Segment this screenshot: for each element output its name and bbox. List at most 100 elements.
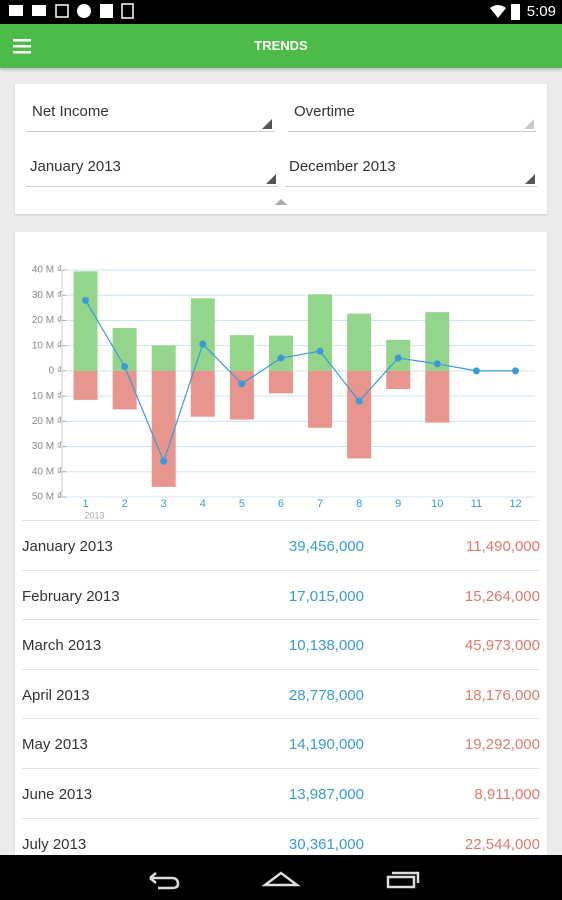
x-tick-label: 1	[82, 498, 88, 510]
bar	[190, 298, 215, 371]
dropdown-text: December 2013	[289, 158, 396, 175]
point	[394, 354, 402, 362]
month-label: July 2013	[22, 835, 87, 853]
expense-amount: 19,292,000	[464, 736, 540, 754]
bar	[347, 313, 372, 371]
clock: 5:09	[526, 3, 556, 20]
income-amount: 39,456,000	[288, 538, 364, 555]
app-title: TRENDS	[254, 38, 308, 53]
app-bar: TRENDS	[0, 24, 562, 68]
month-row[interactable]: June 2013 13,987,000 8,911,000	[22, 768, 540, 819]
bar	[386, 370, 411, 390]
y-tick-label: 40 M ₫	[32, 265, 62, 276]
x-tick-label: 8	[356, 498, 362, 510]
back-button[interactable]	[149, 872, 180, 890]
income-amount: 10,138,000	[288, 637, 364, 655]
month-label: January 2013	[22, 538, 113, 555]
expense-amount: 22,544,000	[464, 835, 540, 853]
bar	[151, 370, 176, 487]
point	[355, 397, 363, 405]
x-tick-label: 11	[471, 498, 482, 510]
bar	[268, 370, 293, 394]
point	[511, 367, 519, 375]
bar	[229, 335, 254, 371]
x-tick-label: 4	[200, 498, 206, 510]
bar	[308, 294, 333, 371]
collapse-button[interactable]	[274, 198, 288, 206]
expense-amount: 18,176,000	[464, 686, 540, 704]
expense-amount: 8,911,000	[474, 786, 540, 803]
y-tick-label: 40 M ₫	[32, 466, 62, 477]
x-tick-label: 6	[278, 498, 284, 510]
y-tick-label: 30 M ₫	[32, 290, 62, 301]
bar	[425, 370, 450, 423]
y-tick-label: 20 M ₫	[32, 315, 62, 326]
bar	[73, 370, 98, 400]
month-row[interactable]: July 2013 30,361,000 22,544,000	[22, 817, 540, 855]
month-label: June 2013	[22, 786, 93, 803]
month-row[interactable]: February 2013 17,015,000 15,264,000	[22, 569, 540, 621]
menu-button[interactable]	[13, 38, 33, 54]
point	[433, 360, 441, 368]
income-amount: 13,987,000	[288, 786, 364, 803]
y-tick-label: 10 M ₫	[32, 391, 62, 402]
metric-dropdown[interactable]: Net Income	[26, 95, 274, 132]
month-row[interactable]: May 2013 14,190,000 19,292,000	[22, 718, 540, 769]
point	[472, 367, 480, 375]
bar	[112, 370, 137, 410]
income-amount: 28,778,000	[288, 686, 364, 704]
month-label: March 2013	[22, 637, 102, 655]
recents-button[interactable]	[386, 871, 420, 889]
y-tick-label: 30 M ₫	[32, 441, 62, 452]
x-tick-label: 5	[239, 498, 245, 510]
y-tick-label: 0 ₫	[49, 366, 62, 377]
bar	[151, 345, 176, 371]
point	[121, 362, 129, 370]
y-tick-label: 20 M ₫	[32, 416, 62, 427]
mode-dropdown[interactable]: Overtime	[288, 95, 536, 132]
point	[238, 380, 246, 388]
expense-amount: 45,973,000	[464, 637, 540, 655]
x-tick-label: 3	[161, 498, 167, 510]
month-list: January 2013 39,456,000 11,490,000 February…	[22, 520, 540, 855]
dropdown-text: January 2013	[30, 158, 121, 175]
x-tick-label: 9	[395, 498, 401, 510]
month-label: February 2013	[22, 587, 120, 605]
signal-icons	[490, 4, 520, 20]
income-amount: 30,361,000	[288, 835, 364, 853]
y-tick-label: 10 M ₫	[32, 340, 62, 351]
income-amount: 17,015,000	[288, 587, 364, 605]
point	[160, 457, 168, 465]
status-bar: 5:09	[0, 0, 562, 24]
point	[277, 354, 285, 362]
point	[199, 340, 207, 348]
to-dropdown[interactable]: December 2013	[285, 150, 537, 187]
bar	[190, 370, 215, 417]
bar	[73, 271, 98, 371]
point	[82, 296, 90, 304]
y-tick-label: 50 M ₫	[32, 492, 62, 503]
bar	[268, 335, 293, 371]
bar	[308, 370, 333, 428]
from-dropdown[interactable]: January 2013	[26, 150, 278, 187]
month-label: May 2013	[22, 736, 88, 754]
nav-bar	[0, 855, 562, 900]
month-row[interactable]: April 2013 28,778,000 18,176,000	[22, 668, 540, 720]
month-row[interactable]: January 2013 39,456,000 11,490,000	[22, 520, 540, 571]
home-button[interactable]	[261, 871, 301, 887]
x-tick-label: 12	[509, 498, 521, 510]
status-icons	[9, 3, 134, 19]
point	[316, 347, 324, 355]
x-tick-label: 10	[431, 498, 443, 510]
x-tick-label: 7	[317, 498, 323, 510]
month-row[interactable]: March 2013 10,138,000 45,973,000	[22, 619, 540, 670]
x-tick-label: 2	[122, 498, 128, 510]
nav-icons	[149, 871, 420, 890]
x-sublabel: 2013	[85, 510, 105, 520]
chart: 40 M ₫ 30 M ₫ 20 M ₫ 10 M ₫ 0 ₫ 10 M ₫ 20 M ₫ 3…	[32, 265, 535, 520]
filter-card: Net Income Overtime January 2013 Decembe…	[15, 84, 547, 214]
dropdown-text: Overtime	[294, 103, 355, 120]
expense-amount: 15,264,000	[464, 587, 540, 605]
bar	[347, 370, 372, 459]
